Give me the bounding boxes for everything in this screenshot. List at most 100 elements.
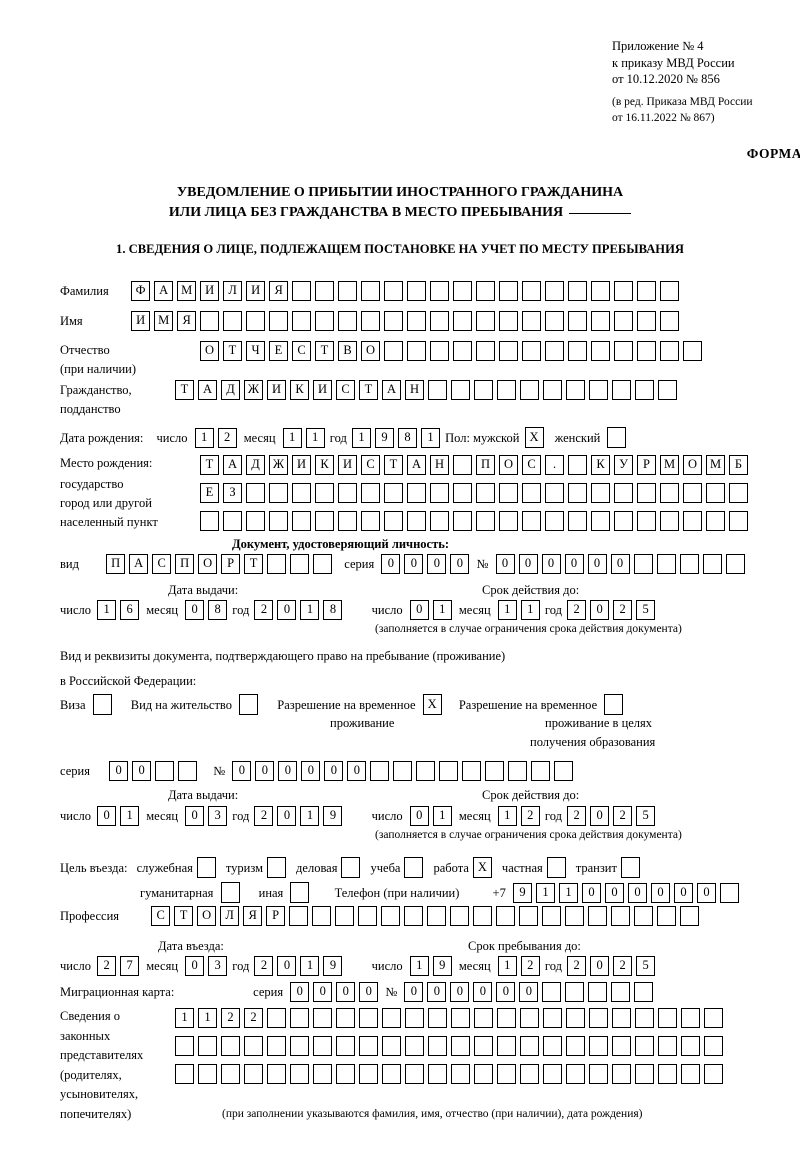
char-cell[interactable]: 7 <box>120 956 140 976</box>
char-cell[interactable]: 0 <box>132 761 152 781</box>
char-cell[interactable] <box>451 1064 470 1084</box>
char-cell[interactable]: 0 <box>347 761 367 781</box>
char-cell[interactable] <box>430 311 450 331</box>
char-cell[interactable] <box>430 281 450 301</box>
char-cell[interactable] <box>476 311 496 331</box>
char-cell[interactable]: 0 <box>232 761 252 781</box>
char-cell[interactable] <box>660 281 680 301</box>
char-cell[interactable]: 1 <box>300 806 320 826</box>
char-cell[interactable] <box>430 341 449 361</box>
char-cell[interactable] <box>358 906 378 926</box>
char-cell[interactable] <box>568 455 587 475</box>
purpose-option-checkbox[interactable]: Х <box>472 857 492 878</box>
char-cell[interactable]: 0 <box>696 882 716 903</box>
char-cell[interactable]: 0 <box>409 600 429 620</box>
char-cell[interactable] <box>451 1036 470 1056</box>
purpose-option-checkbox[interactable] <box>546 857 566 878</box>
char-cell[interactable] <box>476 511 495 531</box>
char-cell[interactable]: 0 <box>450 982 470 1002</box>
char-cell[interactable] <box>428 1064 447 1084</box>
char-cell[interactable]: 0 <box>590 956 610 976</box>
char-cell[interactable]: 0 <box>541 554 561 574</box>
char-cell[interactable] <box>522 511 541 531</box>
char-cell[interactable]: 0 <box>301 761 321 781</box>
char-cell[interactable]: 8 <box>397 427 417 448</box>
char-cell[interactable] <box>702 554 722 574</box>
char-cell[interactable] <box>658 1008 677 1028</box>
char-cell[interactable]: М <box>177 281 197 301</box>
char-cell[interactable]: Т <box>244 554 264 574</box>
char-cell[interactable]: Т <box>384 455 403 475</box>
char-cell[interactable]: 1 <box>520 600 540 620</box>
char-cell[interactable]: 1 <box>558 882 578 903</box>
char-cell[interactable] <box>453 311 473 331</box>
char-cell[interactable]: 0 <box>336 982 356 1002</box>
char-cell[interactable] <box>405 1008 424 1028</box>
char-cell[interactable] <box>269 311 289 331</box>
purpose-option-checkbox[interactable] <box>341 857 361 878</box>
char-cell[interactable]: Т <box>175 380 194 400</box>
char-cell[interactable]: П <box>476 455 495 475</box>
purpose-option-checkbox[interactable] <box>620 857 640 878</box>
char-cell[interactable] <box>611 982 631 1002</box>
char-cell[interactable] <box>382 1036 401 1056</box>
char-cell[interactable] <box>453 455 472 475</box>
char-cell[interactable] <box>474 1036 493 1056</box>
char-cell[interactable] <box>476 341 495 361</box>
char-cell[interactable] <box>635 380 654 400</box>
char-cell[interactable]: К <box>315 455 334 475</box>
char-cell[interactable] <box>292 483 311 503</box>
char-cell[interactable]: Т <box>359 380 378 400</box>
char-cell[interactable]: 2 <box>254 806 274 826</box>
char-cell[interactable] <box>381 906 401 926</box>
char-cell[interactable] <box>612 1064 631 1084</box>
char-cell[interactable] <box>545 511 564 531</box>
char-cell[interactable]: 9 <box>323 956 343 976</box>
char-cell[interactable]: 5 <box>636 806 656 826</box>
char-cell[interactable]: 0 <box>590 600 610 620</box>
char-cell[interactable] <box>200 511 219 531</box>
char-cell[interactable] <box>428 1036 447 1056</box>
char-cell[interactable] <box>384 511 403 531</box>
char-cell[interactable] <box>657 906 677 926</box>
char-cell[interactable] <box>384 311 404 331</box>
char-cell[interactable] <box>520 380 539 400</box>
char-cell[interactable] <box>706 511 725 531</box>
char-cell[interactable] <box>637 341 656 361</box>
char-cell[interactable]: К <box>290 380 309 400</box>
char-cell[interactable]: 1 <box>535 882 555 903</box>
char-cell[interactable]: С <box>292 341 311 361</box>
char-cell[interactable] <box>637 281 657 301</box>
char-cell[interactable]: Д <box>221 380 240 400</box>
char-cell[interactable] <box>729 483 748 503</box>
char-cell[interactable] <box>611 906 631 926</box>
char-cell[interactable]: Е <box>200 483 219 503</box>
char-cell[interactable] <box>591 511 610 531</box>
char-cell[interactable]: 0 <box>277 600 297 620</box>
char-cell[interactable] <box>315 281 335 301</box>
char-cell[interactable] <box>566 1064 585 1084</box>
char-cell[interactable] <box>175 1064 194 1084</box>
char-cell[interactable]: 0 <box>278 761 298 781</box>
char-cell[interactable]: И <box>200 281 220 301</box>
char-cell[interactable] <box>614 483 633 503</box>
edu-residence-checkbox[interactable] <box>604 694 624 715</box>
char-cell[interactable]: Я <box>269 281 289 301</box>
char-cell[interactable] <box>476 483 495 503</box>
char-cell[interactable] <box>508 761 528 781</box>
char-cell[interactable] <box>634 982 654 1002</box>
char-cell[interactable]: 0 <box>185 600 205 620</box>
char-cell[interactable]: 0 <box>590 806 610 826</box>
sex-male-checkbox[interactable]: Х <box>524 427 544 448</box>
char-cell[interactable] <box>681 1064 700 1084</box>
char-cell[interactable] <box>568 511 587 531</box>
